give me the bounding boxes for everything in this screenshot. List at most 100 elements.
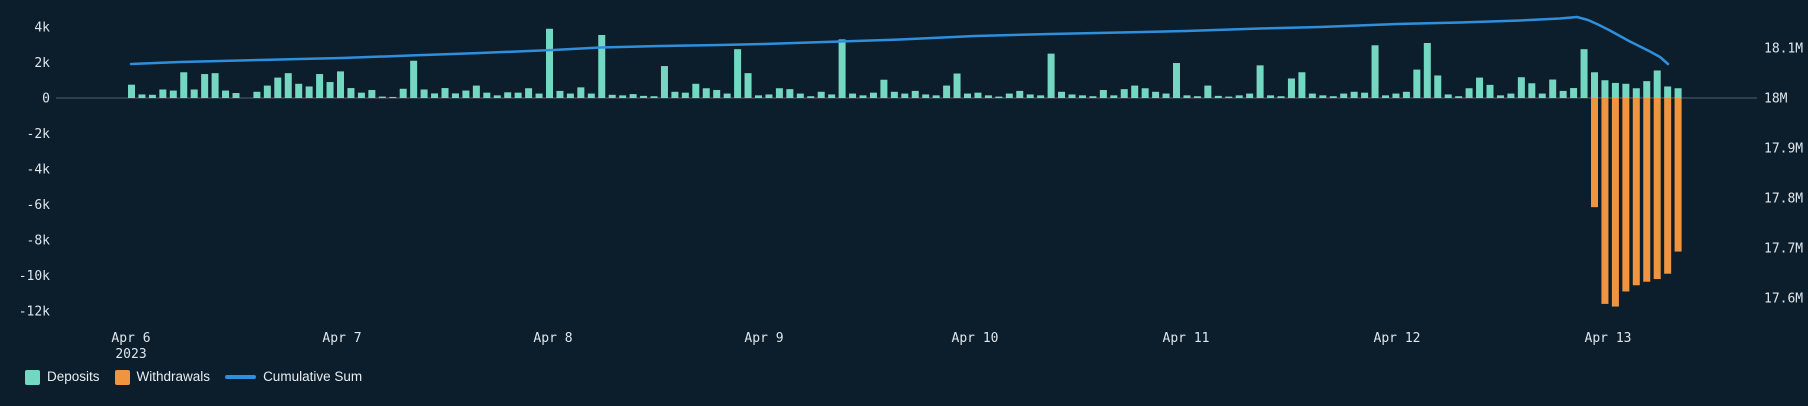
deposit-bar bbox=[410, 60, 418, 98]
deposit-bar bbox=[1110, 95, 1118, 98]
deposit-bar bbox=[1204, 85, 1212, 98]
left-axis-tick: -2k bbox=[27, 127, 51, 142]
deposit-bar bbox=[1664, 86, 1672, 98]
legend-label-cumulative-sum: Cumulative Sum bbox=[263, 369, 363, 384]
deposit-bar bbox=[378, 96, 386, 98]
deposit-bar bbox=[316, 74, 324, 98]
deposit-bar bbox=[1434, 75, 1442, 98]
deposit-bar bbox=[1476, 77, 1484, 98]
deposit-bar bbox=[1120, 89, 1128, 99]
deposit-bar bbox=[744, 73, 752, 98]
deposit-bar bbox=[1267, 95, 1275, 98]
deposit-bar bbox=[1329, 96, 1337, 98]
deposit-bar bbox=[1465, 88, 1473, 98]
withdrawal-bar bbox=[1591, 98, 1598, 208]
deposit-bar bbox=[755, 95, 762, 98]
deposit-bar bbox=[180, 72, 188, 98]
deposit-bar bbox=[337, 71, 344, 99]
deposit-bar bbox=[984, 95, 992, 98]
deposit-bar bbox=[284, 73, 292, 98]
legend-item-withdrawals[interactable]: Withdrawals bbox=[114, 369, 210, 385]
deposit-bar bbox=[1371, 45, 1379, 98]
right-axis-tick: 18M bbox=[1764, 92, 1788, 107]
deposit-bar bbox=[692, 83, 700, 98]
deposit-bar bbox=[807, 96, 815, 98]
deposit-bar bbox=[1496, 95, 1504, 98]
deposit-bar bbox=[1392, 93, 1400, 98]
right-axis-labels: 18.1M 18M 17.9M 17.8M 17.7M 17.6M bbox=[1764, 42, 1803, 307]
deposit-bar bbox=[211, 73, 219, 98]
deposit-bar bbox=[1037, 95, 1045, 98]
deposit-bar bbox=[629, 94, 637, 98]
deposit-bar bbox=[1152, 91, 1160, 98]
deposit-bar bbox=[274, 77, 282, 98]
deposit-bar bbox=[702, 88, 710, 98]
deposit-bar bbox=[713, 90, 721, 98]
deposit-bar bbox=[1173, 63, 1180, 98]
deposit-bar bbox=[1601, 80, 1609, 98]
deposit-bar bbox=[1486, 84, 1494, 98]
right-axis-tick: 17.7M bbox=[1764, 242, 1803, 257]
deposit-bar bbox=[1246, 93, 1254, 98]
withdrawal-bar bbox=[1664, 98, 1672, 274]
deposit-bar bbox=[671, 91, 679, 98]
deposit-bar bbox=[347, 88, 355, 98]
deposit-bar bbox=[1068, 94, 1076, 98]
x-axis-tick: Apr 8 bbox=[533, 331, 572, 346]
cumulative-sum-line[interactable] bbox=[129, 15, 1670, 66]
deposit-bar bbox=[431, 93, 439, 98]
deposit-bar bbox=[1538, 93, 1546, 98]
deposit-bar bbox=[1225, 96, 1233, 98]
deposit-bar bbox=[619, 95, 627, 98]
deposits-swatch-icon bbox=[25, 369, 40, 385]
deposits-bars[interactable] bbox=[128, 28, 1682, 99]
deposit-bar bbox=[493, 95, 501, 98]
deposit-bar bbox=[514, 92, 522, 98]
deposit-bar bbox=[681, 92, 689, 98]
deposit-bar bbox=[943, 85, 951, 98]
deposit-bar bbox=[483, 92, 491, 98]
deposit-bar bbox=[608, 94, 616, 98]
deposit-bar bbox=[232, 93, 240, 98]
deposit-bar bbox=[472, 85, 480, 98]
deposit-bar bbox=[535, 93, 543, 98]
deposit-bar bbox=[849, 93, 857, 98]
deposit-bar bbox=[1026, 94, 1034, 98]
deposit-bar bbox=[1423, 42, 1431, 98]
left-axis-tick: -10k bbox=[19, 269, 50, 284]
deposit-bar bbox=[263, 85, 271, 98]
withdrawal-bar bbox=[1653, 98, 1661, 280]
deposit-bar bbox=[1078, 95, 1086, 98]
deposit-bar bbox=[148, 94, 156, 98]
deposit-bar bbox=[462, 90, 470, 98]
deposit-bar bbox=[1632, 88, 1640, 98]
deposit-bar bbox=[159, 89, 167, 98]
deposit-bar bbox=[869, 92, 877, 98]
deposit-bar bbox=[1674, 88, 1682, 98]
deposit-bar bbox=[964, 93, 971, 98]
deposit-bar bbox=[587, 93, 595, 98]
deposit-bar bbox=[901, 93, 909, 98]
withdrawals-bars[interactable] bbox=[1591, 98, 1682, 307]
deposit-bar bbox=[357, 92, 365, 98]
withdrawals-swatch-icon bbox=[114, 369, 130, 385]
left-axis-tick: 4k bbox=[34, 21, 50, 36]
deposit-bar bbox=[1235, 95, 1243, 98]
left-axis-tick: 2k bbox=[34, 56, 50, 71]
deposit-bar bbox=[1361, 92, 1369, 98]
deposit-bar bbox=[169, 90, 177, 98]
x-axis-tick: Apr 6 bbox=[111, 331, 150, 346]
deposit-bar bbox=[880, 79, 888, 98]
legend-item-cumulative-sum[interactable]: Cumulative Sum bbox=[225, 369, 362, 385]
deposit-bar bbox=[420, 89, 428, 98]
deposit-bar bbox=[650, 96, 658, 98]
deposit-bar bbox=[326, 82, 334, 98]
x-axis-tick: Apr 10 bbox=[952, 331, 999, 346]
deposit-bar bbox=[1507, 93, 1515, 98]
legend-item-deposits[interactable]: Deposits bbox=[25, 369, 100, 385]
deposit-bar bbox=[546, 28, 553, 99]
deposit-bar bbox=[577, 87, 585, 98]
deposit-bar bbox=[399, 88, 407, 98]
right-axis-tick: 17.8M bbox=[1764, 192, 1803, 207]
